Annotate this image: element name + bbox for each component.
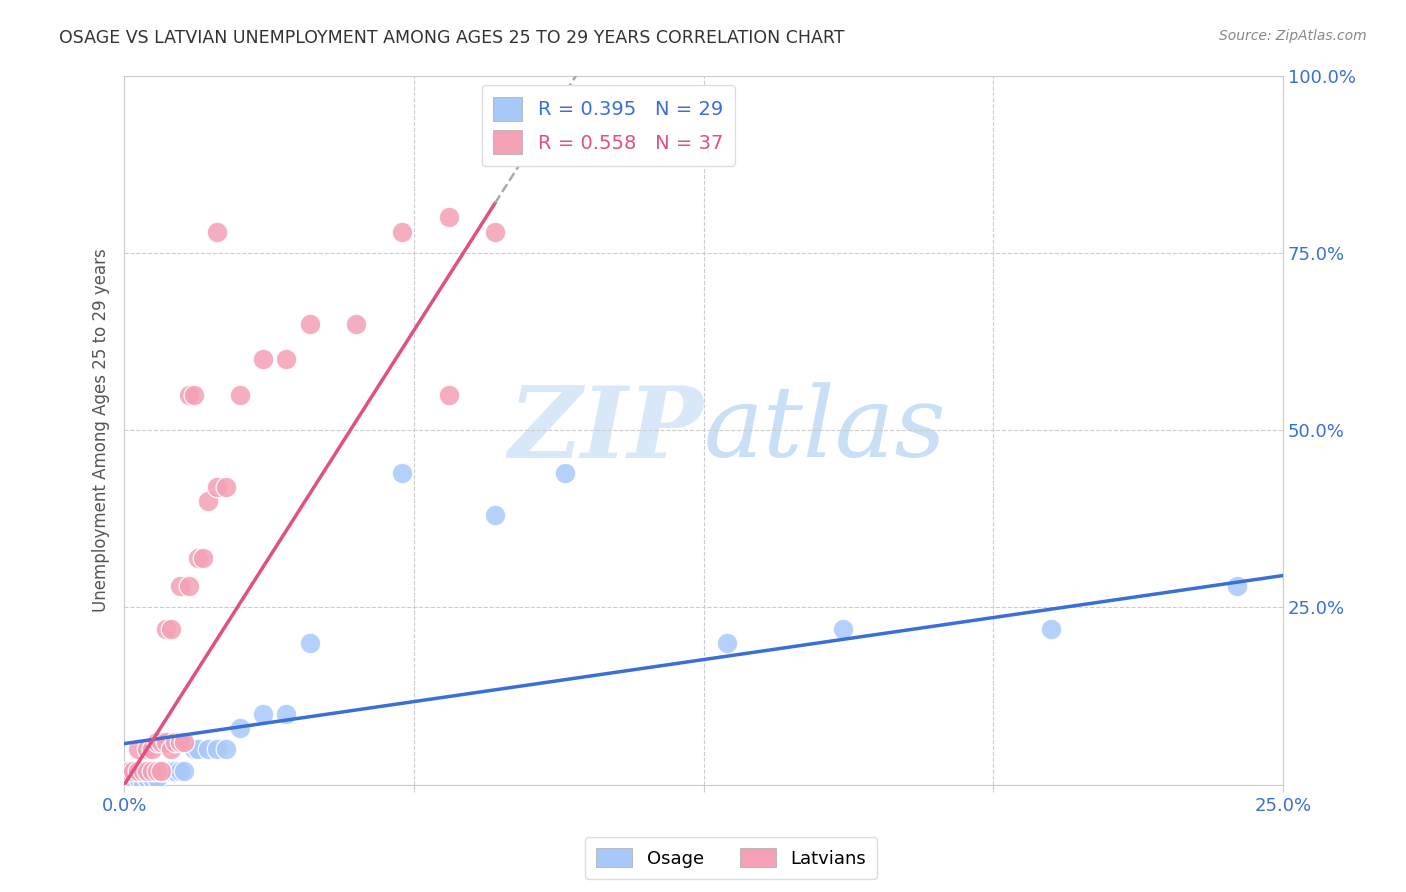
Point <box>127 742 149 756</box>
Legend: R = 0.395   N = 29, R = 0.558   N = 37: R = 0.395 N = 29, R = 0.558 N = 37 <box>482 86 735 166</box>
Point <box>132 778 155 792</box>
Point <box>229 721 252 735</box>
Point <box>127 771 149 785</box>
Point <box>122 764 145 778</box>
Point <box>276 352 298 367</box>
Point <box>229 387 252 401</box>
Point <box>118 764 141 778</box>
Point <box>1226 579 1249 593</box>
Point <box>183 387 205 401</box>
Point <box>484 508 506 523</box>
Point <box>150 764 173 778</box>
Point <box>191 550 214 565</box>
Text: OSAGE VS LATVIAN UNEMPLOYMENT AMONG AGES 25 TO 29 YEARS CORRELATION CHART: OSAGE VS LATVIAN UNEMPLOYMENT AMONG AGES… <box>59 29 845 46</box>
Point <box>391 225 413 239</box>
Point <box>276 706 298 721</box>
Point <box>155 735 177 749</box>
Point <box>205 225 228 239</box>
Point <box>145 735 167 749</box>
Y-axis label: Unemployment Among Ages 25 to 29 years: Unemployment Among Ages 25 to 29 years <box>93 248 110 612</box>
Point <box>159 742 181 756</box>
Point <box>159 622 181 636</box>
Point <box>141 742 163 756</box>
Point <box>155 622 177 636</box>
Legend: Osage, Latvians: Osage, Latvians <box>585 838 877 879</box>
Point <box>179 387 201 401</box>
Point <box>122 771 145 785</box>
Point <box>391 466 413 480</box>
Point <box>437 211 460 225</box>
Point <box>437 387 460 401</box>
Point <box>197 494 219 508</box>
Point <box>205 480 228 494</box>
Point <box>169 735 191 749</box>
Point <box>554 466 576 480</box>
Point <box>1040 622 1063 636</box>
Point <box>197 742 219 756</box>
Point <box>298 636 321 650</box>
Point <box>183 742 205 756</box>
Point <box>136 742 159 756</box>
Point <box>187 742 209 756</box>
Point <box>136 764 159 778</box>
Point <box>155 764 177 778</box>
Point <box>127 764 149 778</box>
Point <box>165 735 187 749</box>
Point <box>132 764 155 778</box>
Point <box>173 764 195 778</box>
Text: Source: ZipAtlas.com: Source: ZipAtlas.com <box>1219 29 1367 43</box>
Point <box>205 742 228 756</box>
Point <box>298 317 321 331</box>
Point <box>215 742 238 756</box>
Point <box>252 352 274 367</box>
Point <box>484 225 506 239</box>
Point <box>173 735 195 749</box>
Point <box>145 771 167 785</box>
Point <box>716 636 738 650</box>
Point <box>169 764 191 778</box>
Point <box>165 764 187 778</box>
Point <box>145 764 167 778</box>
Point <box>141 771 163 785</box>
Point <box>187 550 209 565</box>
Point <box>136 771 159 785</box>
Point <box>215 480 238 494</box>
Point <box>169 579 191 593</box>
Text: ZIP: ZIP <box>509 382 703 478</box>
Text: atlas: atlas <box>703 383 946 478</box>
Point <box>344 317 367 331</box>
Point <box>141 764 163 778</box>
Point <box>831 622 853 636</box>
Point <box>150 764 173 778</box>
Point <box>118 764 141 778</box>
Point <box>252 706 274 721</box>
Point <box>159 764 181 778</box>
Point <box>150 735 173 749</box>
Point <box>179 579 201 593</box>
